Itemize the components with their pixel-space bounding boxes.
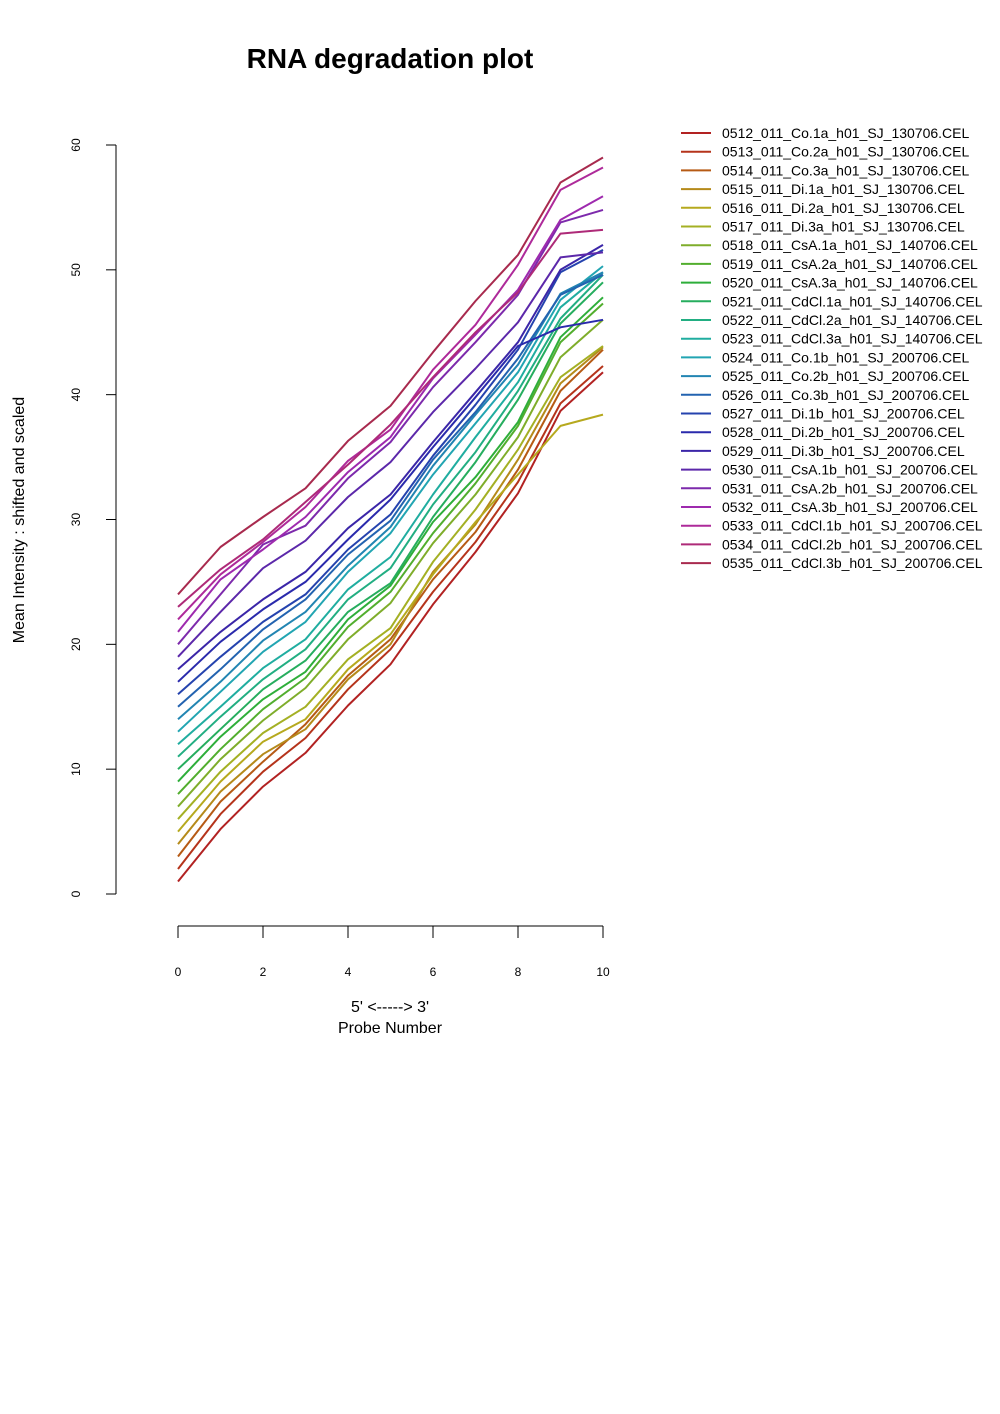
y-axis-label: Mean Intensity : shifted and scaled xyxy=(11,397,28,643)
legend-entry: 0518_011_CsA.1a_h01_SJ_140706.CEL xyxy=(722,237,978,253)
y-tick-label: 0 xyxy=(69,890,83,897)
series-line-15 xyxy=(177,273,604,708)
series-line-18 xyxy=(177,244,604,671)
series-line-21 xyxy=(177,195,604,633)
legend-entry: 0516_011_Di.2a_h01_SJ_130706.CEL xyxy=(722,200,965,216)
series-line-12 xyxy=(177,271,604,745)
legend-entry: 0522_011_CdCl.2a_h01_SJ_140706.CEL xyxy=(722,312,983,328)
chart-title: RNA degradation plot xyxy=(247,43,534,74)
legend-entry: 0530_011_CsA.1b_h01_SJ_200706.CEL xyxy=(722,462,978,478)
legend-entry: 0523_011_CdCl.3a_h01_SJ_140706.CEL xyxy=(722,331,983,347)
x-tick-label: 10 xyxy=(596,965,610,979)
legend-entry: 0526_011_Co.3b_h01_SJ_200706.CEL xyxy=(722,387,970,403)
y-tick-label: 60 xyxy=(69,138,83,152)
series-line-23 xyxy=(177,228,604,608)
legend-entry: 0524_011_Co.1b_h01_SJ_200706.CEL xyxy=(722,349,970,365)
legend-entry: 0525_011_Co.2b_h01_SJ_200706.CEL xyxy=(722,368,970,384)
y-tick-label: 20 xyxy=(69,637,83,651)
series-line-6 xyxy=(177,345,604,820)
legend-entry: 0519_011_CsA.2a_h01_SJ_140706.CEL xyxy=(722,256,978,272)
legend-entry: 0535_011_CdCl.3b_h01_SJ_200706.CEL xyxy=(722,555,983,571)
y-tick-label: 30 xyxy=(69,513,83,527)
legend-entry: 0521_011_CdCl.1a_h01_SJ_140706.CEL xyxy=(722,293,983,309)
x-tick-label: 2 xyxy=(260,965,267,979)
series-line-9 xyxy=(177,296,604,783)
series-line-2 xyxy=(177,365,604,870)
legend-entry: 0514_011_Co.3a_h01_SJ_130706.CEL xyxy=(722,162,970,178)
series-line-19 xyxy=(177,251,604,658)
legend-entry: 0513_011_Co.2a_h01_SJ_130706.CEL xyxy=(722,144,970,160)
series-line-14 xyxy=(177,271,604,720)
legend-entry: 0528_011_Di.2b_h01_SJ_200706.CEL xyxy=(722,424,965,440)
x-axis: 0 2 4 6 8 10 xyxy=(175,925,610,979)
x-axis-ticks: 0 2 4 6 8 10 xyxy=(175,926,610,979)
x-axis-label-line1: 5' <-----> 3' xyxy=(351,999,429,1016)
series-line-4 xyxy=(177,346,604,845)
legend-entry: 0527_011_Di.1b_h01_SJ_200706.CEL xyxy=(722,406,965,422)
legend-entry: 0531_011_CsA.2b_h01_SJ_200706.CEL xyxy=(722,480,978,496)
x-tick-label: 0 xyxy=(175,965,182,979)
legend-entry: 0534_011_CdCl.2b_h01_SJ_200706.CEL xyxy=(722,536,983,552)
series-line-1 xyxy=(177,371,604,883)
x-axis-label-line2: Probe Number xyxy=(338,1020,443,1037)
y-tick-label: 10 xyxy=(69,762,83,776)
legend-entry: 0512_011_Co.1a_h01_SJ_130706.CEL xyxy=(722,125,970,141)
legend-entry: 0533_011_CdCl.1b_h01_SJ_200706.CEL xyxy=(722,518,983,534)
series-line-7 xyxy=(177,319,604,808)
legend-entry: 0529_011_Di.3b_h01_SJ_200706.CEL xyxy=(722,443,965,459)
x-tick-label: 6 xyxy=(430,965,437,979)
series-line-20 xyxy=(177,208,604,645)
y-axis: 0 10 20 30 40 50 60 xyxy=(69,138,117,897)
y-tick-label: 50 xyxy=(69,263,83,277)
series-line-3 xyxy=(177,348,604,858)
series-line-5 xyxy=(177,413,604,833)
legend-entry: 0520_011_CsA.3a_h01_SJ_140706.CEL xyxy=(722,275,978,291)
legend-entry: 0515_011_Di.1a_h01_SJ_130706.CEL xyxy=(722,181,965,197)
series-line-22 xyxy=(177,166,604,621)
series-line-11 xyxy=(177,274,604,758)
series-line-8 xyxy=(177,302,604,795)
x-tick-label: 4 xyxy=(345,965,352,979)
series-lines xyxy=(177,156,604,883)
legend: 0512_011_Co.1a_h01_SJ_130706.CEL 0513_011… xyxy=(681,125,983,571)
legend-entry: 0517_011_Di.3a_h01_SJ_130706.CEL xyxy=(722,219,965,235)
series-line-10 xyxy=(177,281,604,770)
y-tick-label: 40 xyxy=(69,388,83,402)
legend-entry: 0532_011_CsA.3b_h01_SJ_200706.CEL xyxy=(722,499,978,515)
series-line-17 xyxy=(177,318,604,683)
series-line-16 xyxy=(177,249,604,696)
x-tick-label: 8 xyxy=(515,965,522,979)
series-line-13 xyxy=(177,265,604,733)
y-axis-ticks: 0 10 20 30 40 50 60 xyxy=(69,138,116,897)
series-line-24 xyxy=(177,156,604,596)
